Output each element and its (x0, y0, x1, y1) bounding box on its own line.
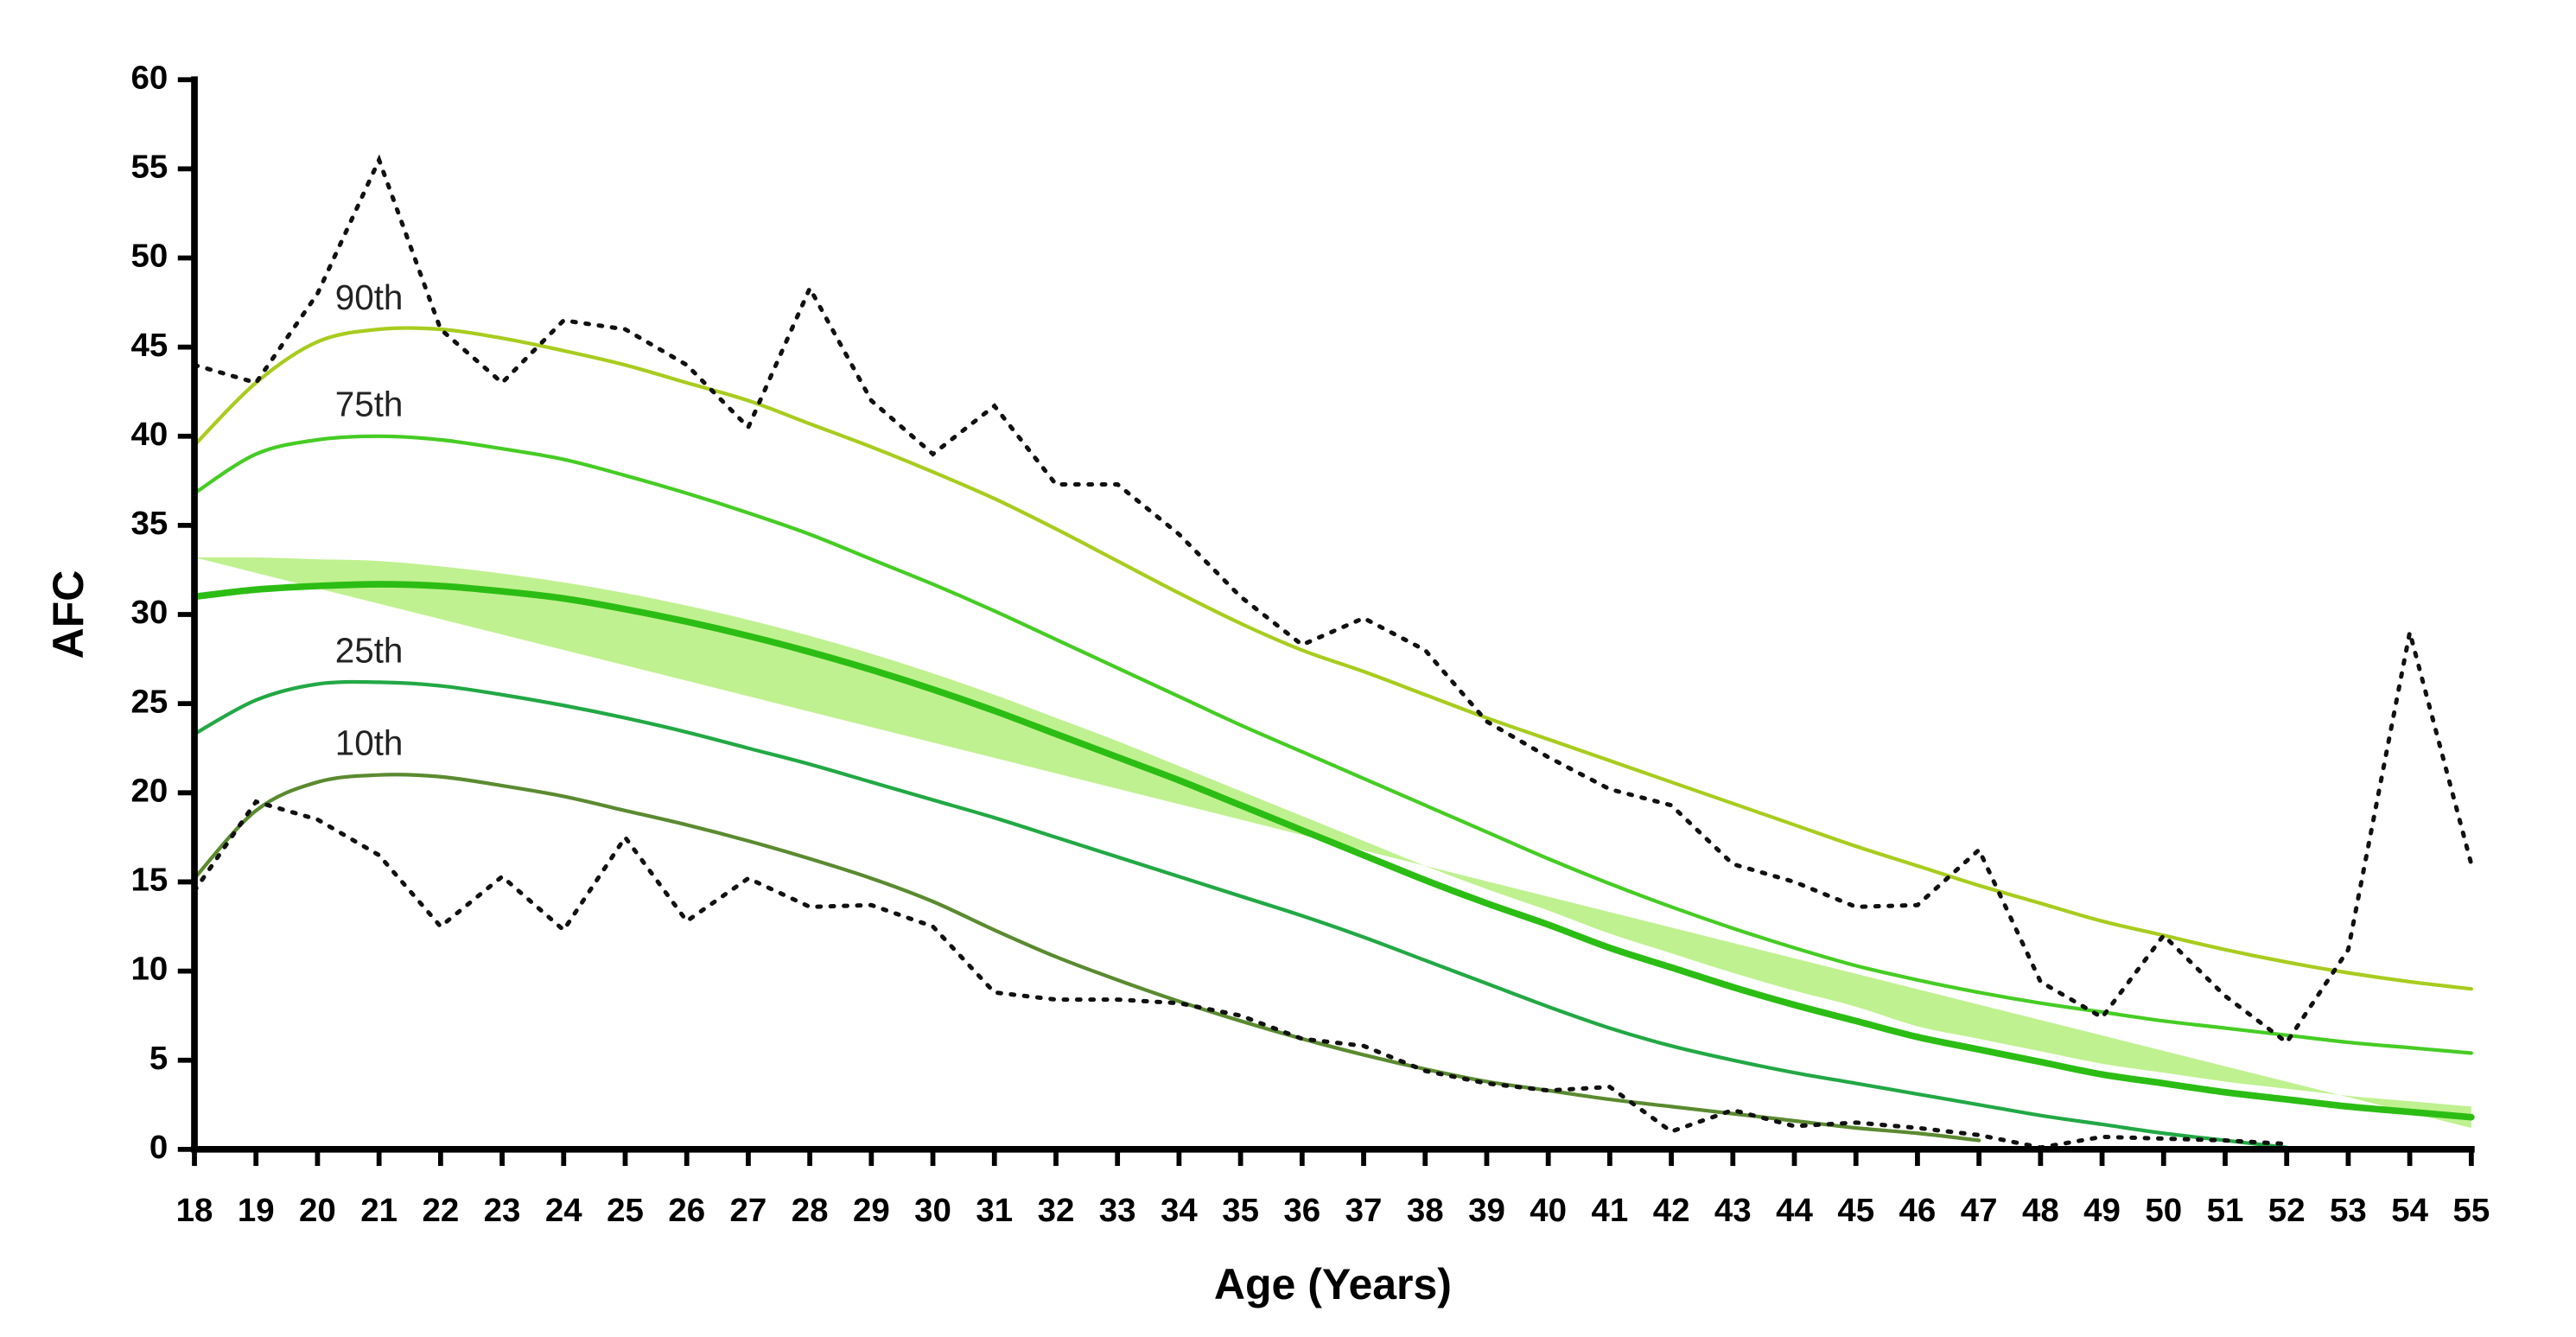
x-tick-label: 25 (607, 1192, 644, 1229)
x-tick-label: 38 (1407, 1192, 1444, 1229)
x-tick-label: 23 (484, 1192, 521, 1229)
series-label: 25th (335, 630, 404, 670)
y-tick-label: 30 (130, 594, 168, 631)
x-tick-label: 49 (2083, 1192, 2121, 1229)
percentile-line (192, 679, 2289, 1149)
x-axis-title: Age (Years) (1214, 1260, 1452, 1308)
y-tick-label: 50 (130, 238, 168, 275)
x-tick-label: 22 (422, 1192, 459, 1229)
x-tick-label: 45 (1837, 1192, 1874, 1229)
x-tick-label: 33 (1099, 1192, 1136, 1229)
x-tick-label: 41 (1591, 1192, 1628, 1229)
x-tick-label: 39 (1468, 1192, 1505, 1229)
percentile-line (192, 773, 1981, 1143)
x-tick-label: 18 (176, 1192, 213, 1229)
y-tick-label: 40 (130, 416, 168, 453)
x-tick-label: 47 (1961, 1192, 1998, 1229)
series-label: 90th (335, 277, 404, 317)
x-tick-label: 21 (360, 1192, 398, 1229)
dotted-line (192, 799, 2289, 1150)
y-tick-label: 35 (130, 505, 168, 542)
y-tick-label: 55 (130, 149, 168, 186)
x-tick-label: 44 (1776, 1192, 1813, 1229)
x-tick-label: 29 (853, 1192, 890, 1229)
x-tick-label: 34 (1161, 1192, 1198, 1229)
x-tick-label: 27 (730, 1192, 767, 1229)
x-tick-label: 35 (1222, 1192, 1259, 1229)
x-tick-label: 20 (299, 1192, 336, 1229)
series-label: 10th (335, 723, 404, 763)
percentile-line (192, 434, 2473, 1055)
percentile-line (192, 326, 2473, 991)
x-tick-label: 51 (2207, 1192, 2244, 1229)
x-tick-label: 36 (1283, 1192, 1320, 1229)
x-tick-label: 26 (668, 1192, 705, 1229)
x-tick-label: 40 (1530, 1192, 1567, 1229)
x-tick-label: 50 (2145, 1192, 2182, 1229)
x-tick-label: 42 (1653, 1192, 1690, 1229)
x-tick-label: 30 (914, 1192, 951, 1229)
y-tick-label: 45 (130, 327, 168, 364)
x-tick-label: 24 (545, 1192, 582, 1229)
x-tick-label: 43 (1714, 1192, 1752, 1229)
x-tick-label: 31 (976, 1192, 1013, 1229)
x-tick-label: 53 (2330, 1192, 2367, 1229)
y-tick-label: 25 (130, 683, 168, 720)
x-tick-label: 48 (2022, 1192, 2059, 1229)
series-label: 75th (335, 385, 404, 424)
y-tick-label: 10 (130, 951, 168, 988)
dotted-line (192, 154, 2474, 1046)
y-tick-label: 60 (130, 59, 168, 96)
x-tick-label: 52 (2268, 1192, 2306, 1229)
x-tick-label: 32 (1038, 1192, 1075, 1229)
x-tick-label: 54 (2391, 1192, 2428, 1229)
x-tick-label: 37 (1345, 1192, 1383, 1229)
y-tick-label: 15 (130, 862, 168, 899)
x-tick-label: 28 (792, 1192, 829, 1229)
plot-area: 90th 75th 25th 10th 0 5 10 15 20 25 30 35 40 45 50 55 60… (130, 59, 2490, 1229)
percentile-line (191, 581, 2475, 1121)
x-tick-label: 46 (1899, 1192, 1937, 1229)
y-tick-label: 5 (149, 1040, 168, 1077)
y-tick-label: 20 (130, 772, 168, 809)
x-tick-label: 19 (238, 1192, 275, 1229)
y-tick-label: 0 (149, 1129, 168, 1166)
y-axis-title: AFC (44, 570, 92, 659)
x-tick-label: 55 (2452, 1192, 2490, 1229)
